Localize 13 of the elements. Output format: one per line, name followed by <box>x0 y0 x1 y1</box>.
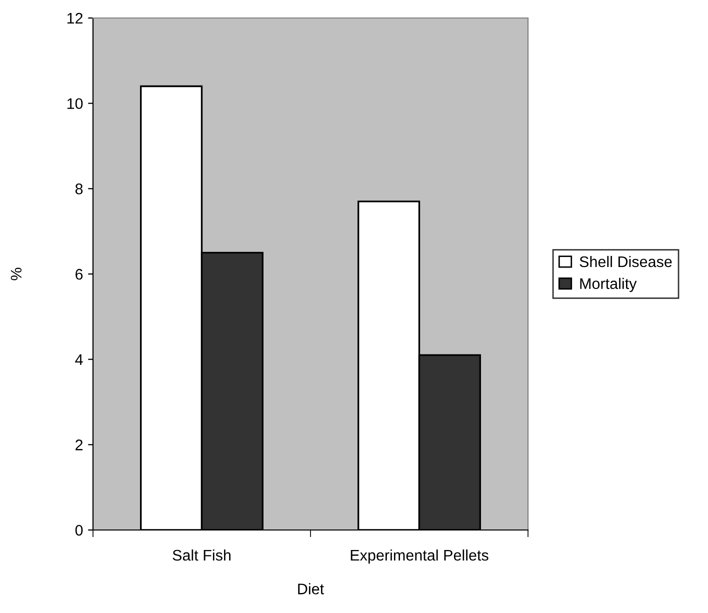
x-tick-label: Salt Fish <box>172 549 230 561</box>
y-tick-label: 6 <box>76 268 83 280</box>
x-tick-label: Experimental Pellets <box>350 549 488 564</box>
y-tick-label: 12 <box>67 12 83 24</box>
legend-label: Mortality <box>580 278 637 292</box>
y-tick-label: 2 <box>76 440 83 450</box>
y-tick-label: 10 <box>67 98 83 110</box>
y-axis-title: % <box>10 268 22 280</box>
y-tick-label: 0 <box>75 524 83 536</box>
y-tick-label: 8 <box>75 184 83 194</box>
x-axis-title: Diet <box>298 583 324 594</box>
y-tick-label: 4 <box>75 354 83 365</box>
legend-label: Shell Disease <box>580 256 672 268</box>
